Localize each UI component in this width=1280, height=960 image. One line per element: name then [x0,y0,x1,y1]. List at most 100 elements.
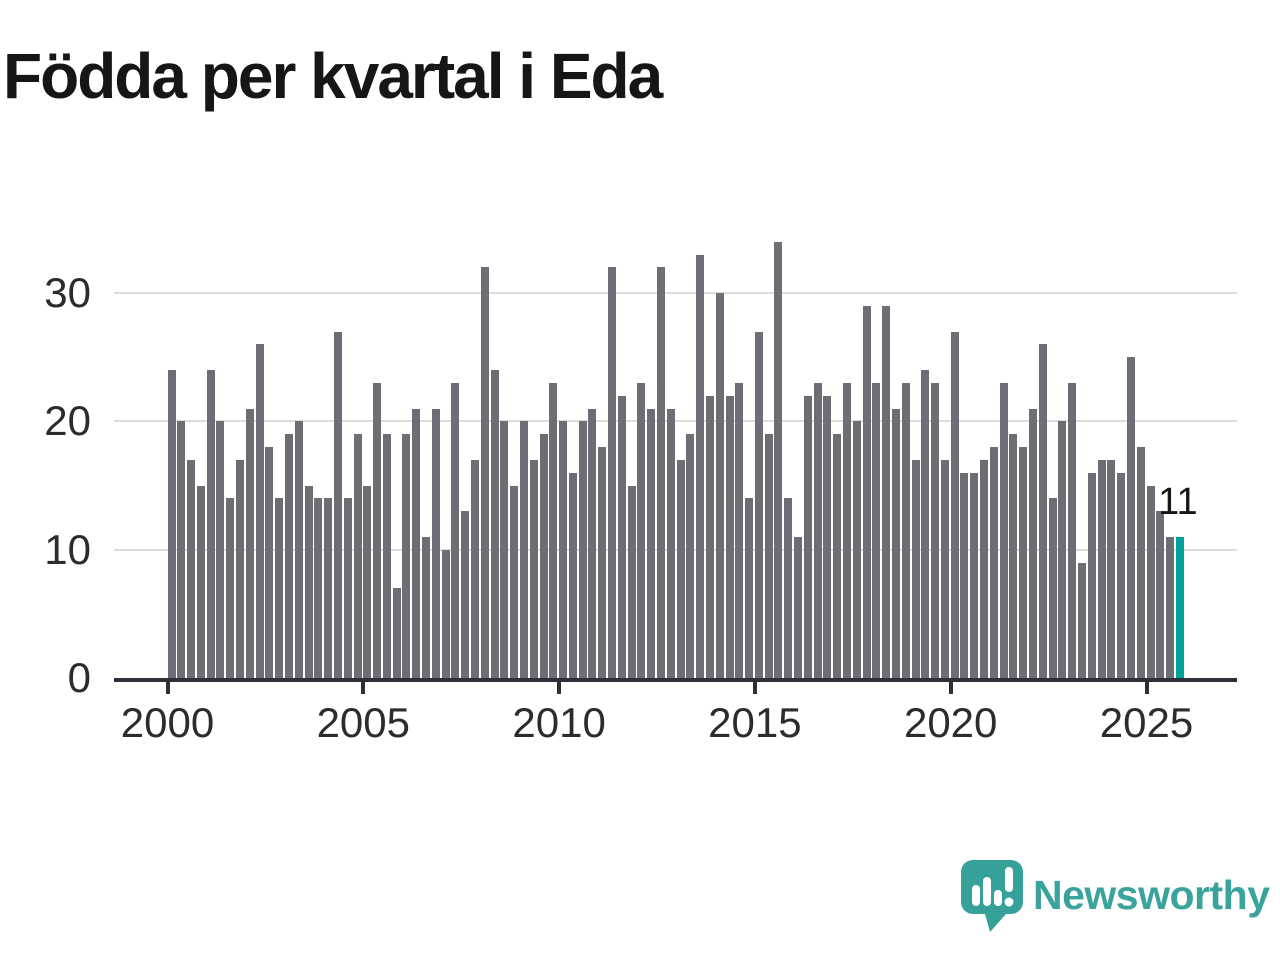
bar [167,370,176,678]
bar [480,267,489,678]
bar [490,370,499,678]
bar [578,421,587,678]
bar [187,460,196,678]
bar [1136,447,1145,678]
bar [843,383,851,678]
bar [402,434,411,678]
bar [852,421,861,678]
bar [1058,421,1067,678]
bar [617,396,626,678]
bar [921,370,930,678]
bar [382,434,391,678]
bar [745,498,754,678]
bar [1107,460,1116,678]
x-axis-tick-label: 2010 [512,699,606,746]
bar [940,460,949,678]
bar [1166,537,1175,678]
bar [226,498,235,678]
x-axis-tick-mark [752,680,757,694]
bar [754,332,763,678]
bar [568,473,577,678]
bar [314,498,323,678]
bar [627,486,636,678]
bar [608,267,617,678]
bar [324,498,333,678]
bar [882,306,891,678]
bar [333,332,342,678]
bar [1029,409,1038,678]
bar [803,396,812,678]
bar [294,421,303,678]
bar [774,242,783,678]
bar [470,460,479,678]
bar [931,383,940,678]
bar [666,409,675,678]
bar [549,383,558,678]
bar [373,383,382,678]
bar [705,396,714,678]
y-axis-tick-label: 20 [44,397,91,445]
x-axis-tick-label: 2020 [903,699,998,746]
bar [970,473,979,678]
bar [794,537,803,678]
x-axis-tick-label: 2025 [1099,699,1194,746]
bar [715,293,724,678]
bar [1117,473,1126,678]
x-axis-tick-label: 2000 [120,699,215,746]
bar [1087,473,1096,678]
bar [284,434,293,678]
bar [1068,383,1077,678]
bar [813,383,822,678]
bar [696,255,705,678]
bar [422,537,431,678]
bar [598,447,607,678]
bar [980,460,989,678]
bar [725,396,734,678]
bar [255,344,264,678]
gridline [114,548,1237,551]
bar [236,460,245,678]
bar [901,383,910,678]
bar [1048,498,1057,678]
bar [363,486,372,678]
bar [412,409,421,678]
bar [999,383,1008,678]
bar [1038,344,1047,678]
bar [891,409,900,678]
bar [588,409,597,678]
x-axis-tick-label: 2015 [708,699,802,746]
bar [304,486,313,678]
x-axis-tick-mark [1144,680,1149,694]
bar [1077,563,1086,678]
bar [686,434,695,678]
bar [657,267,665,678]
bar [764,434,773,678]
bar [265,447,274,678]
bar [950,332,959,678]
bar [637,383,646,678]
bar [353,434,362,678]
bar [1097,460,1106,678]
x-axis-tick-mark [948,680,953,694]
bar [647,409,656,678]
last-value-annotation: 11 [1158,481,1198,523]
bar [245,409,254,678]
bar [1019,447,1028,678]
newsworthy-logo: Newsworthy [961,860,1276,938]
newsworthy-logo-text: Newsworthy [1033,872,1270,918]
bar [823,396,832,678]
highlighted-bar [1175,537,1184,678]
bar [451,383,460,678]
bar [676,460,685,678]
bar [862,306,871,678]
bar [431,409,440,678]
bar [196,486,205,678]
bar [735,383,744,678]
bar [275,498,284,678]
bar [392,588,401,678]
gridline [114,292,1237,295]
bar [216,421,225,678]
x-axis-line [114,678,1237,682]
bar [1009,434,1018,678]
